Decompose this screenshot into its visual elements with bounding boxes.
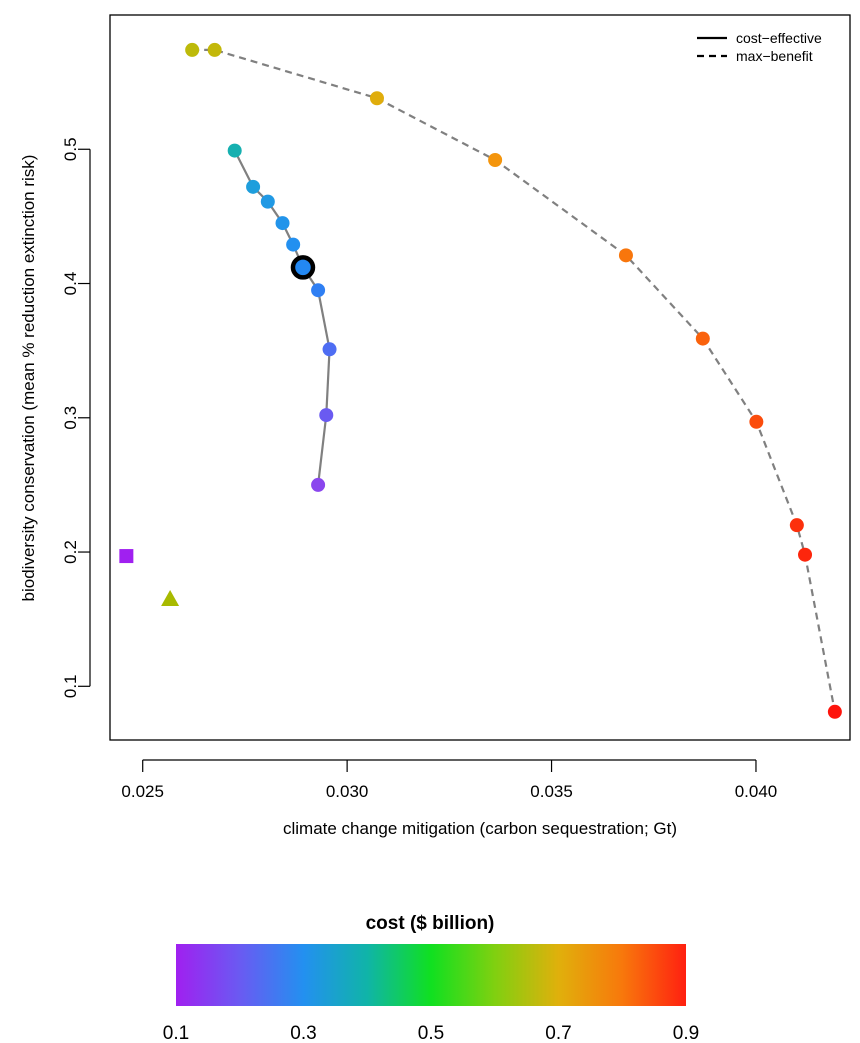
cost-effective-point	[227, 143, 242, 158]
max-benefit-point	[798, 547, 813, 562]
colorbar-tick-label: 0.1	[163, 1023, 189, 1043]
series-layer	[185, 42, 842, 719]
colorbar-tick-label: 0.5	[418, 1023, 444, 1043]
cost-effective-point	[246, 179, 261, 194]
cost-effective-point	[319, 408, 334, 423]
max-benefit-point	[695, 331, 710, 346]
legend-label-cost-effective: cost−effective	[736, 30, 822, 46]
colorbar-ticks: 0.1 0.3 0.5 0.7 0.9	[163, 1023, 699, 1043]
y-axis: 0.1 0.2 0.3 0.4 0.5	[61, 137, 91, 698]
cost-effective-point	[311, 477, 326, 492]
max-benefit-point	[488, 153, 503, 167]
y-tick-label: 0.1	[61, 674, 80, 698]
colorbar-gradient	[176, 944, 686, 1006]
cost-effective-point	[275, 216, 290, 231]
max-benefit-point	[369, 91, 384, 106]
x-tick-label: 0.030	[326, 782, 369, 801]
legend-label-max-benefit: max−benefit	[736, 48, 813, 64]
y-tick-label: 0.2	[61, 540, 80, 564]
extra-points-layer	[119, 549, 180, 607]
cost-effective-point	[286, 237, 301, 252]
plot-frame	[109, 14, 851, 741]
colorbar-tick-label: 0.7	[545, 1023, 571, 1043]
y-tick-label: 0.3	[61, 406, 80, 430]
x-tick-label: 0.040	[735, 782, 778, 801]
max-benefit-point	[789, 518, 804, 533]
colorbar: cost ($ billion) 0.1 0.3 0.5 0.7 0.9	[163, 913, 699, 1043]
y-tick-label: 0.4	[61, 272, 80, 296]
highlighted-point	[290, 255, 316, 280]
max-benefit-line	[192, 48, 836, 713]
colorbar-tick-label: 0.3	[290, 1023, 316, 1043]
cost-effective-point	[311, 283, 326, 298]
cost-effective-point	[322, 342, 337, 357]
max-benefit-point	[207, 42, 222, 57]
cost-effective-line	[233, 150, 331, 486]
max-benefit-point	[827, 704, 842, 719]
colorbar-title: cost ($ billion)	[366, 913, 495, 934]
x-axis-title: climate change mitigation (carbon seques…	[283, 819, 677, 838]
x-tick-label: 0.025	[121, 782, 164, 801]
x-axis: 0.025 0.030 0.035 0.040	[121, 759, 778, 801]
legend: cost−effective max−benefit	[697, 30, 822, 64]
x-tick-label: 0.035	[530, 782, 573, 801]
y-axis-title: biodiversity conservation (mean % reduct…	[19, 155, 38, 602]
triangle-point	[161, 590, 180, 607]
colorbar-tick-label: 0.9	[673, 1023, 699, 1043]
square-point	[119, 549, 134, 564]
cost-effective-point	[260, 194, 275, 209]
max-benefit-point	[185, 42, 200, 57]
y-tick-label: 0.5	[61, 137, 80, 161]
max-benefit-point	[618, 248, 633, 263]
max-benefit-point	[749, 414, 764, 429]
